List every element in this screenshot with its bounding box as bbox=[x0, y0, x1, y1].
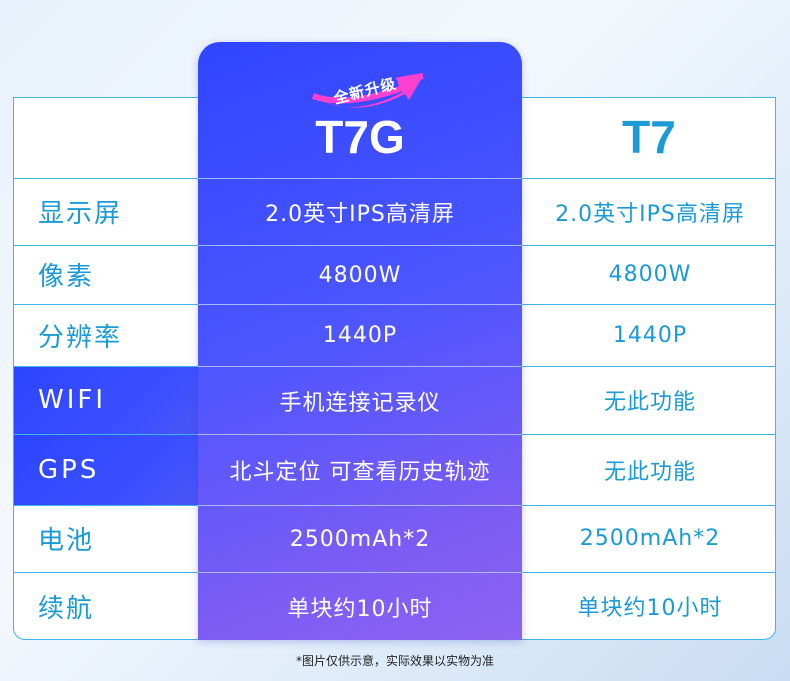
t7-resolution: 1440P bbox=[612, 322, 688, 348]
arrow-icon bbox=[311, 73, 424, 108]
t7-pixels: 4800W bbox=[608, 262, 692, 287]
t7g-resolution: 1440P bbox=[198, 304, 522, 366]
t7-battery: 2500mAh*2 bbox=[579, 526, 721, 551]
t7g-endurance: 单块约10小时 bbox=[198, 572, 522, 640]
t7g-display: 2.0英寸IPS高清屏 bbox=[198, 178, 522, 245]
upgrade-badge: 全新升级 bbox=[305, 58, 435, 118]
t7-gps: 无此功能 bbox=[603, 459, 696, 485]
row-label-pixels: 像素 bbox=[38, 262, 95, 292]
row-label-battery: 电池 bbox=[38, 526, 95, 556]
t7-wifi: 无此功能 bbox=[603, 390, 696, 415]
footnote: *图片仅供示意，实际效果以实物为准 bbox=[295, 654, 494, 668]
t7g-highlight-column bbox=[198, 42, 522, 640]
t7g-pixels: 4800W bbox=[198, 245, 522, 304]
product-t7g-title: T7G bbox=[315, 111, 405, 163]
t7g-wifi: 手机连接记录仪 bbox=[198, 366, 522, 434]
row-label-resolution: 分辨率 bbox=[38, 322, 123, 353]
product-t7-title: T7 bbox=[622, 111, 676, 163]
t7-display: 2.0英寸IPS高清屏 bbox=[555, 201, 745, 227]
row-label-endurance: 续航 bbox=[38, 593, 95, 624]
row-label-wifi: WIFI bbox=[14, 366, 199, 434]
row-label-display: 显示屏 bbox=[38, 199, 123, 229]
t7-endurance: 单块约10小时 bbox=[577, 596, 723, 621]
t7g-gps: 北斗定位 可查看历史轨迹 bbox=[198, 434, 522, 505]
row-label-gps: GPS bbox=[14, 434, 199, 505]
t7g-battery: 2500mAh*2 bbox=[198, 505, 522, 572]
